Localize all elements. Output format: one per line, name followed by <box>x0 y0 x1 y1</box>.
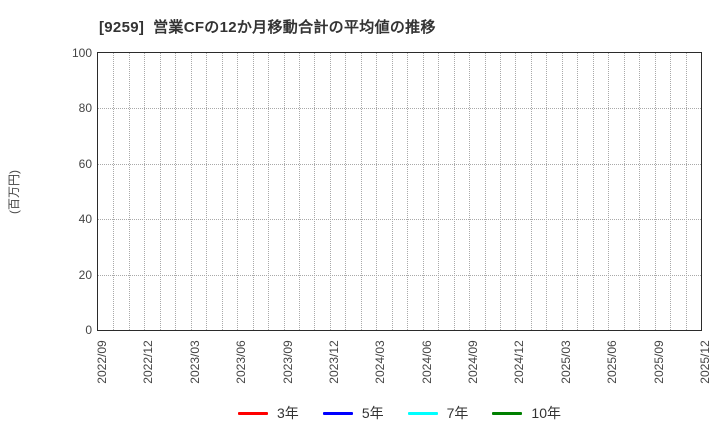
legend-label: 5年 <box>361 405 384 421</box>
x-gridline <box>530 53 532 330</box>
y-gridline <box>98 108 701 110</box>
x-tick-label: 2023/03 <box>187 340 202 384</box>
x-tick-label: 2024/12 <box>512 340 527 384</box>
y-axis-title: (百万円) <box>7 170 21 214</box>
x-gridline <box>329 53 331 330</box>
x-gridline <box>283 53 285 330</box>
x-gridline <box>685 53 687 330</box>
x-gridline <box>484 53 486 330</box>
legend-line-swatch <box>492 411 523 415</box>
x-gridline <box>113 53 115 330</box>
y-tick-label: 100 <box>71 46 92 60</box>
legend-line-swatch <box>322 411 353 415</box>
x-gridline <box>438 53 440 330</box>
x-gridline <box>314 53 316 330</box>
y-gridline <box>98 274 701 276</box>
legend-item-2: 7年 <box>407 403 469 423</box>
x-gridline <box>237 53 239 330</box>
y-tick-label: 20 <box>78 267 92 282</box>
x-tick-label: 2025/12 <box>698 340 712 384</box>
x-tick-label: 2025/06 <box>605 340 620 384</box>
legend-label: 3年 <box>277 405 299 421</box>
x-gridline <box>221 53 223 330</box>
x-gridline <box>391 53 393 330</box>
legend-line-swatch <box>407 411 438 415</box>
y-gridline <box>98 219 701 221</box>
legend-item-1: 5年 <box>322 403 384 423</box>
legend-label: 7年 <box>446 405 469 421</box>
x-gridline <box>623 53 625 330</box>
x-tick-label: 2023/09 <box>280 340 295 384</box>
x-gridline <box>469 53 471 330</box>
x-gridline <box>128 53 130 330</box>
x-gridline <box>360 53 362 330</box>
legend-item-0: 3年 <box>238 403 299 423</box>
x-gridline <box>592 53 594 330</box>
x-gridline <box>422 53 424 330</box>
x-gridline <box>577 53 579 330</box>
x-gridline <box>190 53 192 330</box>
x-tick-label: 2023/06 <box>234 340 249 384</box>
x-tick-label: 2025/03 <box>558 340 573 384</box>
x-gridline <box>299 53 300 330</box>
y-tick-label: 60 <box>78 156 92 171</box>
x-tick-label: 2022/12 <box>141 340 156 384</box>
x-gridline <box>515 53 517 330</box>
x-gridline <box>407 53 409 330</box>
x-gridline <box>546 53 548 330</box>
x-tick-label: 2024/06 <box>419 340 434 384</box>
x-tick-label: 2024/03 <box>373 340 388 384</box>
x-tick-label: 2024/09 <box>466 340 481 384</box>
x-tick-label: 2025/09 <box>651 340 666 384</box>
x-gridline <box>206 53 208 330</box>
y-gridline <box>98 163 701 165</box>
y-tick-label: 40 <box>78 212 92 227</box>
x-tick-label: 2022/09 <box>95 340 109 384</box>
y-tick-label: 80 <box>78 101 92 116</box>
x-gridline <box>345 53 347 330</box>
plot-area <box>97 52 702 331</box>
legend-item-3: 10年 <box>492 403 561 423</box>
x-gridline <box>144 53 146 330</box>
legend-label: 10年 <box>531 405 561 421</box>
x-gridline <box>654 53 656 330</box>
legend-line-swatch <box>238 411 269 415</box>
x-gridline <box>639 53 641 330</box>
chart-title: [9259] 営業CFの12か月移動合計の平均値の推移 <box>99 19 436 36</box>
x-gridline <box>500 53 501 330</box>
legend: 3年 5年 7年 10年 <box>97 401 702 425</box>
y-tick-label: 0 <box>85 323 92 337</box>
x-gridline <box>608 53 610 330</box>
x-gridline <box>159 53 161 330</box>
x-gridline <box>561 53 563 330</box>
x-gridline <box>252 53 254 330</box>
x-gridline <box>453 53 455 330</box>
x-gridline <box>175 53 177 330</box>
x-tick-label: 2023/12 <box>326 340 341 384</box>
x-gridline <box>670 53 672 330</box>
x-gridline <box>268 53 270 330</box>
x-gridline <box>376 53 378 330</box>
